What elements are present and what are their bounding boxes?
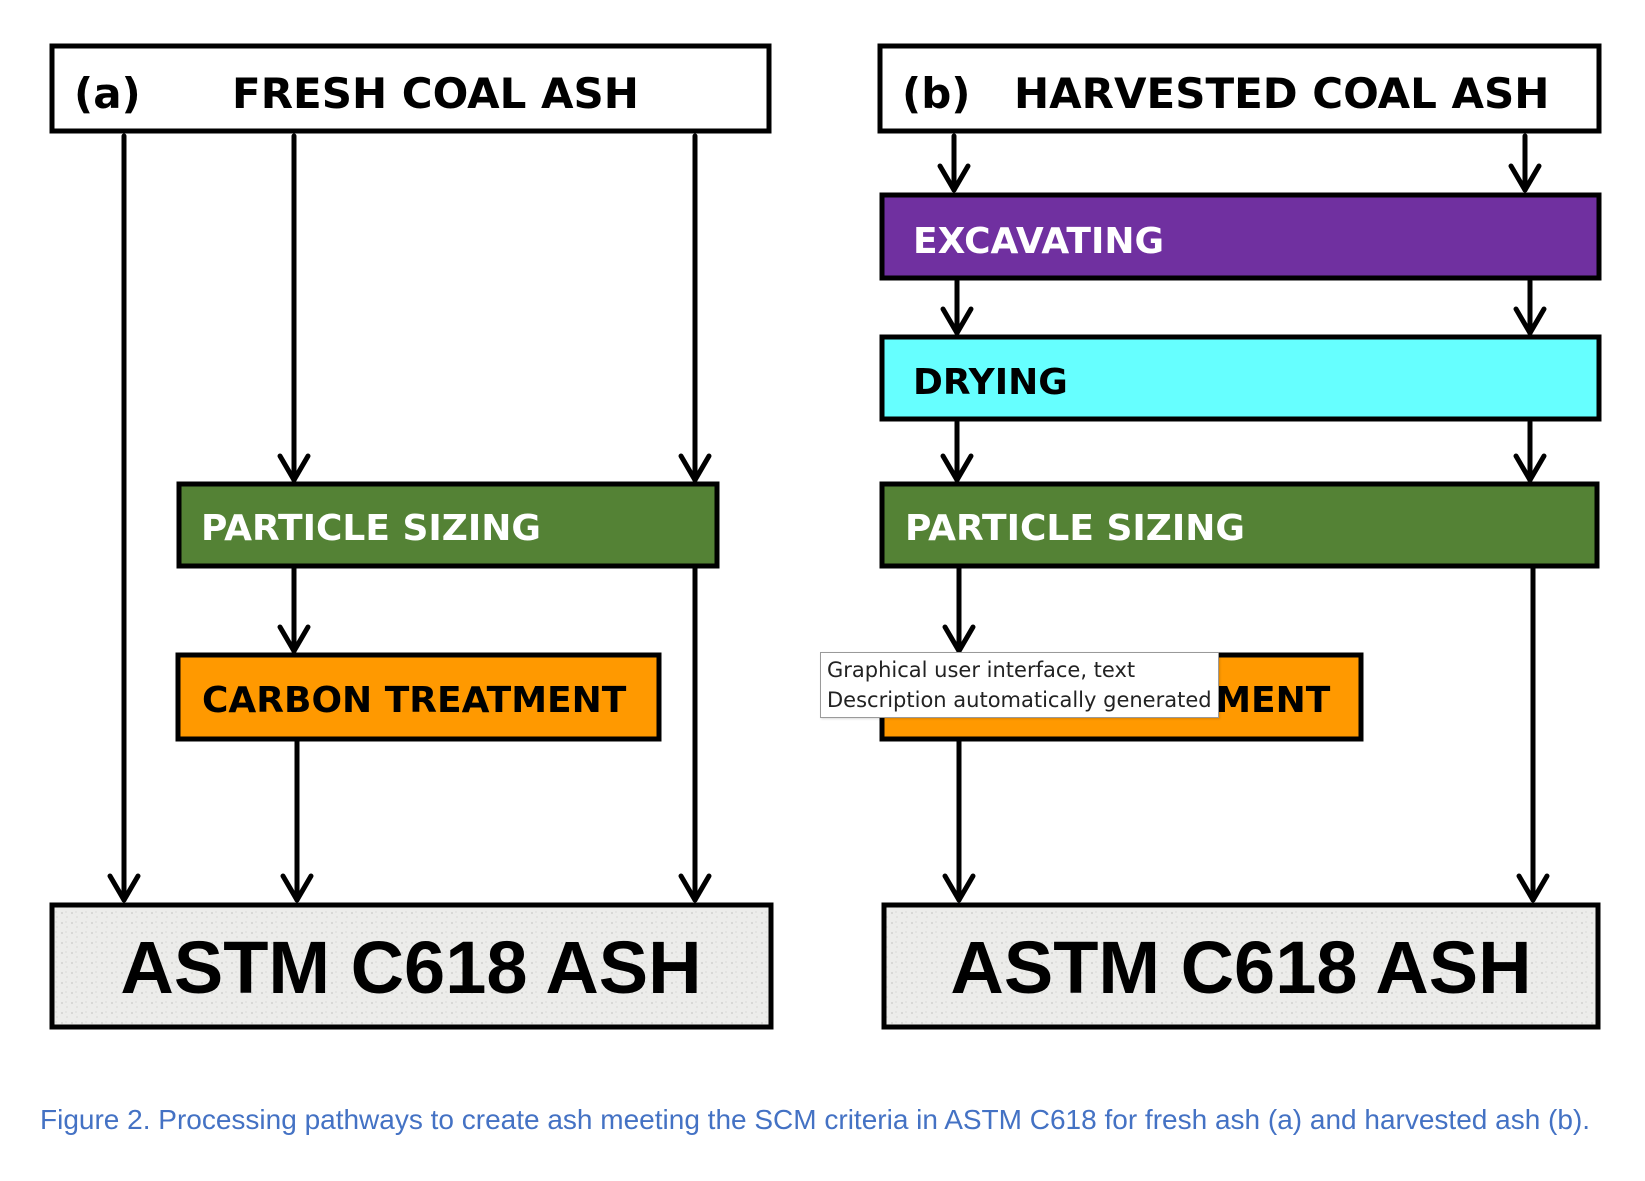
panel-b-output-box (881, 902, 1601, 1030)
figure-caption: Figure 2. Processing pathways to create … (40, 1104, 1591, 1135)
arrow-b-title-to-excavating-left (937, 133, 971, 193)
panel-a-particle-sizing-label: PARTICLE SIZING (201, 508, 541, 549)
arrow-a-left-bypass (107, 133, 141, 903)
panel-b-particle-sizing-box (879, 481, 1600, 569)
arrow-a-right-to-sizing-edge (678, 133, 712, 483)
panel-a-carbon-treatment-label: CARBON TREATMENT (202, 680, 627, 721)
panel-b-excavating-label: EXCAVATING (913, 221, 1164, 262)
arrow-b-excavating-to-drying-right (1513, 278, 1547, 336)
panel-b-particle-sizing-label: PARTICLE SIZING (905, 508, 1245, 549)
tooltip-line-1: Graphical user interface, text (827, 658, 1136, 682)
panel-a-title: FRESH COAL ASH (232, 69, 639, 118)
arrow-b-sizing-to-output (1516, 565, 1550, 903)
panel-b: (b) HARVESTED COAL ASH EXCAVATING DRYING… (877, 43, 1602, 1030)
panel-a-particle-sizing-box (176, 481, 720, 569)
arrow-a-sizing-to-carbon (277, 565, 311, 654)
alt-text-tooltip: Graphical user interface, text Descripti… (820, 652, 1219, 718)
arrow-b-excavating-to-drying-left (940, 278, 974, 336)
arrow-b-sizing-to-carbon (942, 565, 976, 654)
panel-a-tag: (a) (74, 69, 141, 118)
panel-a-title-box (49, 43, 772, 134)
arrow-a-sizing-to-output (678, 565, 712, 903)
panel-a: (a) FRESH COAL ASH PARTICLE SIZING CARBO… (49, 43, 774, 1030)
tooltip-line-2: Description automatically generated (827, 688, 1212, 712)
panel-b-excavating-box (879, 192, 1602, 281)
panel-b-arrows (937, 133, 1550, 903)
panel-b-tag: (b) (902, 69, 970, 118)
arrow-b-drying-to-sizing-right (1513, 419, 1547, 483)
panel-a-arrows (107, 133, 712, 903)
arrow-b-title-to-excavating-right (1508, 133, 1542, 193)
panel-b-drying-box (879, 334, 1602, 422)
panel-a-output-box (49, 902, 774, 1030)
arrow-b-drying-to-sizing-left (940, 419, 974, 483)
panel-b-output-label: ASTM C618 ASH (950, 926, 1531, 1009)
arrow-b-carbon-to-output (942, 738, 976, 903)
panel-b-drying-label: DRYING (913, 362, 1068, 403)
panel-b-title: HARVESTED COAL ASH (1014, 69, 1549, 118)
panel-a-output-label: ASTM C618 ASH (120, 926, 701, 1009)
panel-b-title-box (877, 43, 1602, 134)
arrow-a-carbon-to-output (280, 738, 314, 903)
arrow-a-to-particle-sizing (277, 133, 311, 483)
panel-a-carbon-treatment-box (175, 652, 662, 742)
